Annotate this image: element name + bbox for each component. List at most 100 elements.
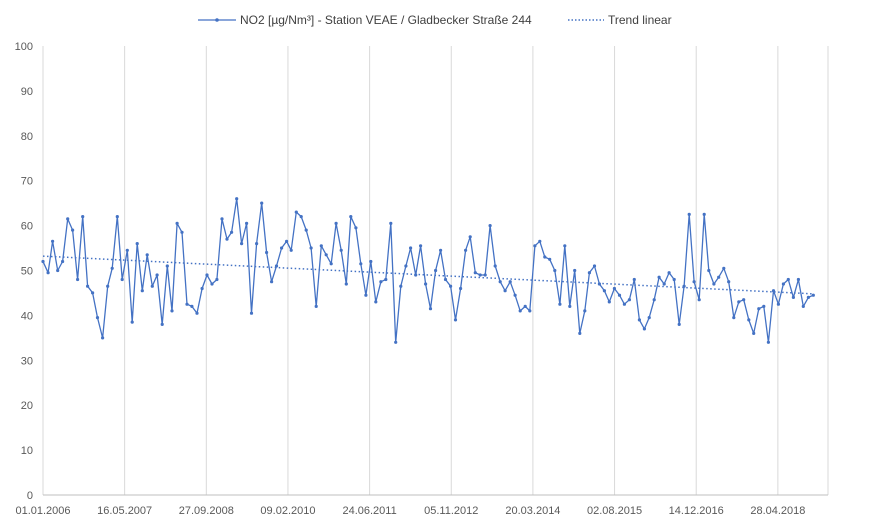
data-point [210, 282, 214, 286]
data-point [329, 262, 333, 266]
data-point [245, 221, 249, 225]
data-point [702, 212, 706, 216]
data-point [349, 215, 353, 219]
data-point [752, 331, 756, 335]
data-point [568, 304, 572, 308]
data-point [280, 246, 284, 250]
data-point [155, 273, 159, 277]
data-point [627, 298, 632, 302]
data-point [135, 242, 139, 246]
data-point [46, 271, 50, 275]
y-tick-label: 60 [21, 221, 33, 233]
data-point [692, 280, 696, 284]
data-point [583, 309, 587, 313]
data-point [180, 230, 184, 234]
data-point [493, 264, 497, 268]
data-point [811, 293, 815, 297]
data-point [101, 336, 105, 340]
y-tick-label: 80 [21, 131, 33, 143]
x-tick-label: 02.08.2015 [587, 505, 642, 517]
data-point [533, 244, 537, 248]
data-point [125, 248, 129, 252]
data-point [309, 246, 313, 250]
data-point [439, 248, 443, 252]
data-point [762, 304, 766, 308]
data-point [274, 264, 279, 268]
data-point [130, 320, 134, 324]
data-point [354, 226, 358, 230]
data-point [453, 318, 458, 322]
data-point [428, 307, 433, 311]
data-point [632, 277, 636, 282]
data-point [379, 280, 383, 284]
data-point [503, 289, 507, 293]
data-point [732, 316, 736, 320]
data-point [120, 277, 124, 282]
data-point [434, 268, 438, 273]
data-point [712, 282, 716, 286]
data-point [66, 217, 70, 221]
data-point [607, 300, 611, 304]
data-point [285, 239, 289, 243]
data-point [498, 280, 502, 284]
data-point [399, 284, 403, 288]
data-point [687, 212, 691, 216]
data-point [473, 271, 477, 275]
data-point [81, 215, 85, 219]
legend-item-no2: NO2 [µg/Nm³] - Station VEAE / Gladbecker… [198, 13, 532, 27]
data-point [806, 295, 811, 299]
data-point [324, 253, 328, 257]
y-tick-label: 90 [21, 86, 33, 98]
data-point [672, 277, 676, 282]
data-point [409, 246, 413, 250]
data-point [647, 316, 651, 320]
data-point [249, 311, 254, 315]
no2-series [41, 197, 815, 344]
data-point [652, 298, 656, 302]
data-point [801, 304, 805, 308]
data-point [662, 282, 666, 286]
data-point [51, 239, 55, 243]
x-tick-label: 28.04.2018 [750, 505, 805, 517]
data-point [459, 286, 463, 291]
data-point [394, 340, 398, 344]
legend: NO2 [µg/Nm³] - Station VEAE / Gladbecker… [198, 13, 672, 27]
data-point [230, 230, 234, 234]
y-tick-label: 70 [21, 176, 33, 188]
legend-label-trend: Trend linear [608, 13, 672, 27]
data-point [573, 268, 577, 273]
data-point [727, 280, 731, 284]
data-point [553, 268, 557, 273]
data-point [523, 304, 527, 308]
data-point [240, 242, 244, 246]
data-point [369, 259, 373, 264]
data-point [478, 273, 482, 277]
data-point [339, 248, 343, 252]
data-point [41, 259, 45, 264]
data-point [145, 253, 149, 257]
data-point [697, 298, 701, 302]
data-point [717, 275, 721, 279]
data-point [140, 289, 144, 293]
x-tick-label: 27.09.2008 [179, 505, 234, 517]
x-axis-tick-labels: 01.01.2006 16.05.2007 27.09.2008 09.02.2010… [15, 505, 805, 517]
legend-marker-no2 [215, 18, 219, 22]
data-point [304, 228, 308, 232]
data-point [205, 273, 209, 277]
data-point [538, 239, 542, 243]
data-point [195, 311, 199, 315]
x-tick-label: 20.03.2014 [505, 505, 560, 517]
y-tick-label: 30 [21, 355, 33, 367]
data-point [110, 266, 114, 270]
data-point [235, 197, 239, 201]
data-point [424, 282, 428, 286]
y-tick-label: 40 [21, 310, 33, 322]
data-point [185, 302, 189, 306]
data-point [200, 286, 204, 291]
data-point [677, 322, 681, 326]
data-point [160, 322, 164, 326]
data-point [747, 318, 751, 322]
data-point [449, 284, 453, 288]
